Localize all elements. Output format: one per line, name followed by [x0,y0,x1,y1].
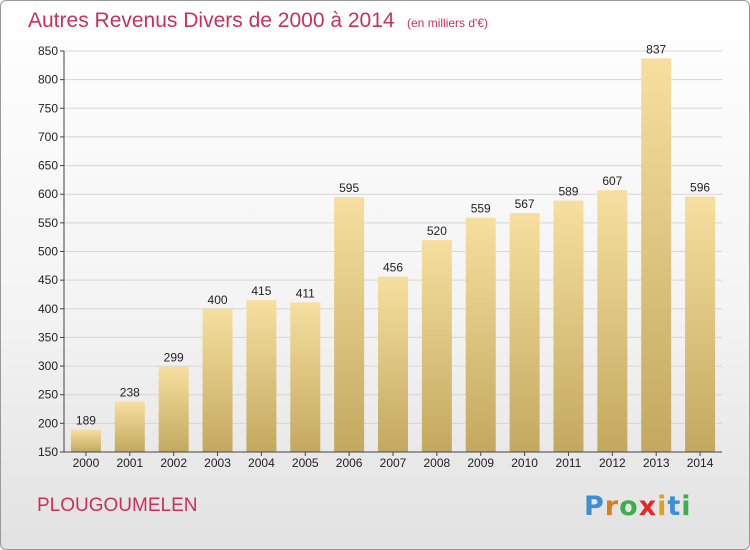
data-label-2003: 400 [208,293,228,307]
x-tick-label-2006: 2006 [336,456,363,470]
bar-2014 [685,196,716,452]
x-tick-label-2004: 2004 [248,456,275,470]
chart-unit-note: (en milliers d'€) [407,16,488,30]
svg-text:Proxiti: Proxiti [584,491,692,522]
y-tick-label: 650 [38,159,58,173]
x-tick-label-2011: 2011 [556,456,582,470]
y-tick-label: 550 [38,216,58,230]
data-label-2006: 595 [339,181,359,195]
bar-2004 [246,300,277,452]
x-tick-label-2008: 2008 [424,456,451,470]
x-tick-label-2012: 2012 [599,456,626,470]
y-tick-label: 250 [38,388,58,402]
chart-title: Autres Revenus Divers de 2000 à 2014 (en… [28,9,488,33]
x-tick-label-2003: 2003 [204,456,231,470]
axes: 150 200 250 300 350 400 450 500 550 600 650 700 750 8… [38,44,722,470]
x-tick-label-2000: 2000 [73,456,100,470]
proxiti-logo-mark: Proxiti [584,491,692,522]
y-tick-label: 150 [38,445,58,459]
bar-2008 [421,240,452,452]
x-tick-label-2005: 2005 [292,456,319,470]
bar-2007 [378,276,408,452]
bar-2011 [553,200,584,452]
bar-2005 [290,302,321,452]
x-tick-label-2002: 2002 [160,456,187,470]
bar-2012 [597,190,628,452]
bar-2006 [334,197,365,452]
y-tick-label: 800 [38,73,58,87]
data-label-2001: 238 [120,386,140,400]
x-tick-label-2014: 2014 [687,456,714,470]
y-tick-label: 350 [38,330,58,344]
data-label-2002: 299 [164,351,184,365]
x-tick-label-2001: 2001 [116,456,143,470]
y-tick-label: 850 [38,44,58,58]
data-label-2007: 456 [383,261,403,275]
y-tick-label: 200 [38,416,58,430]
y-tick-label: 700 [38,130,58,144]
x-tick-label-2007: 2007 [380,456,407,470]
proxiti-logo: Proxiti [584,489,694,523]
y-tick-label: 450 [38,273,58,287]
bar-2001 [114,401,145,452]
data-label-2014: 596 [690,181,710,195]
x-tick-label-2009: 2009 [467,456,494,470]
y-tick-label: 750 [38,101,58,115]
x-tick-label-2010: 2010 [511,456,538,470]
data-label-2009: 559 [471,202,491,216]
data-label-2011: 589 [558,185,578,199]
data-label-2012: 607 [602,174,622,188]
data-label-2004: 415 [251,284,271,298]
chart-title-main: Autres Revenus Divers de 2000 à 2014 [28,9,395,32]
data-label-2000: 189 [76,414,96,428]
data-label-2010: 567 [515,197,535,211]
bars: 189 238 299 400 415 411 595 456 520 559 567 589 607 8… [70,42,716,452]
y-tick-label: 600 [38,187,58,201]
y-tick-label: 500 [38,245,58,259]
y-tick-label: 400 [38,302,58,316]
bar-2010 [509,213,540,452]
bar-2009 [465,217,496,452]
bar-2002 [158,366,189,452]
data-label-2008: 520 [427,224,447,238]
bar-2000 [70,429,101,452]
y-tick-label: 300 [38,359,58,373]
place-name: PLOUGOUMELEN [37,495,198,516]
data-label-2013: 837 [646,42,666,56]
bar-2003 [202,308,233,452]
x-tick-label-2013: 2013 [643,456,670,470]
bar-2013 [641,58,672,452]
data-label-2005: 411 [296,286,315,300]
